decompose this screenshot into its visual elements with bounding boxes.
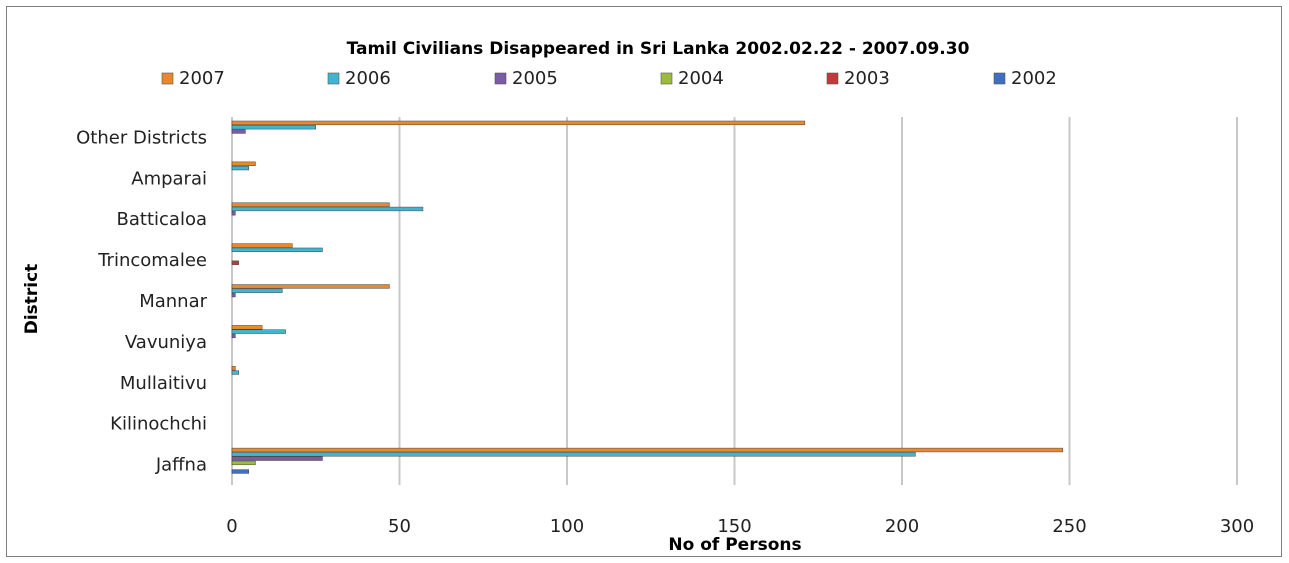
legend-label: 2004 xyxy=(678,68,724,89)
y-axis-title: District xyxy=(22,264,42,335)
bar xyxy=(231,202,390,207)
bar xyxy=(231,292,236,298)
legend-swatch xyxy=(494,72,507,85)
bar xyxy=(231,366,236,371)
x-tick-label: 250 xyxy=(1052,516,1086,537)
legend-label: 2007 xyxy=(179,68,225,89)
bar xyxy=(231,370,239,375)
legend-swatch xyxy=(161,72,174,85)
bar xyxy=(231,284,390,289)
legend-swatch xyxy=(993,72,1006,85)
x-tick-label: 100 xyxy=(550,516,584,537)
x-tick-labels: 0 50 100 150 200 250 300 xyxy=(226,516,1254,537)
chart-legend: 2007 2006 2005 2004 2003 2002 xyxy=(161,68,1057,89)
bar xyxy=(231,333,236,339)
category-labels: Other Districts Amparai Batticaloa Trincoma… xyxy=(76,127,207,475)
legend-swatch xyxy=(327,72,340,85)
x-axis-title: No of Persons xyxy=(668,535,801,555)
chart-title: Tamil Civilians Disappeared in Sri Lanka… xyxy=(347,39,970,59)
bar xyxy=(231,125,316,130)
bar xyxy=(231,456,323,461)
bar xyxy=(231,161,256,166)
bar xyxy=(231,206,424,212)
category-label: Other Districts xyxy=(76,127,207,148)
category-label: Kilinochchi xyxy=(110,414,207,435)
bar xyxy=(231,129,246,134)
category-label: Vavuniya xyxy=(125,332,207,353)
legend-label: 2002 xyxy=(1011,68,1057,89)
category-label: Jaffna xyxy=(155,455,207,476)
x-tick-label: 150 xyxy=(717,516,751,537)
bar xyxy=(231,260,239,265)
bar xyxy=(231,247,323,253)
x-tick-label: 300 xyxy=(1220,516,1254,537)
category-label: Mullaitivu xyxy=(120,373,207,394)
bar xyxy=(231,452,916,457)
bar xyxy=(231,211,236,216)
legend-swatch xyxy=(826,72,839,85)
bar xyxy=(231,165,249,171)
grid-lines xyxy=(231,117,1238,485)
bar xyxy=(231,325,263,330)
bar xyxy=(231,288,283,293)
bars xyxy=(231,120,1064,474)
bar xyxy=(231,469,249,474)
x-tick-label: 50 xyxy=(388,516,411,537)
legend-label: 2005 xyxy=(512,68,558,89)
legend-label: 2006 xyxy=(345,68,391,89)
bar xyxy=(231,120,806,126)
bar xyxy=(231,243,293,248)
category-label: Amparai xyxy=(131,168,207,189)
x-tick-label: 200 xyxy=(885,516,919,537)
category-label: Mannar xyxy=(139,291,207,312)
bar xyxy=(231,460,256,466)
legend-label: 2003 xyxy=(844,68,890,89)
bar xyxy=(231,329,286,334)
category-label: Batticaloa xyxy=(117,209,207,230)
category-label: Trincomalee xyxy=(97,250,207,271)
x-tick-label: 0 xyxy=(226,516,237,537)
legend-swatch xyxy=(660,72,673,85)
bar xyxy=(231,447,1064,453)
